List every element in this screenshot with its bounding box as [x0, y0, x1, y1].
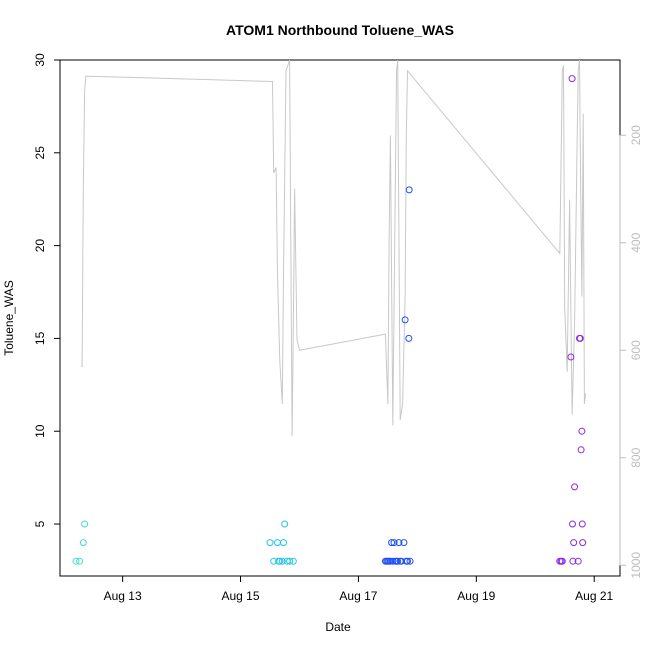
data-point [278, 557, 286, 565]
data-point [81, 520, 89, 528]
data-point [404, 557, 411, 565]
data-point [567, 353, 575, 361]
data-point [558, 557, 566, 565]
data-point [405, 186, 413, 194]
data-point [273, 539, 281, 547]
data-point [400, 539, 408, 547]
data-point [280, 539, 287, 547]
data-point [579, 539, 587, 547]
right-tick-label: 200 [629, 125, 643, 145]
data-point [395, 539, 403, 547]
plot-frame [59, 59, 621, 577]
y-tick-label: 10 [33, 424, 47, 438]
x-tick-label: Aug 13 [104, 589, 142, 603]
data-point [568, 75, 576, 83]
data-point [577, 446, 585, 454]
x-axis-label: Date [325, 620, 351, 634]
data-point [570, 539, 578, 547]
data-point [401, 316, 409, 324]
data-point [578, 427, 586, 435]
data-point [406, 557, 414, 565]
data-point [405, 334, 413, 342]
right-tick-label: 1000 [629, 552, 643, 579]
y-tick-label: 30 [33, 53, 47, 67]
data-point [569, 520, 576, 528]
y-tick-label: 20 [33, 239, 47, 253]
x-tick-label: Aug 15 [222, 589, 260, 603]
data-point [569, 557, 577, 565]
x-tick-label: Aug 19 [457, 589, 495, 603]
data-point [571, 483, 579, 491]
x-tick-label: Aug 21 [575, 589, 613, 603]
data-point [266, 539, 274, 547]
right-tick-label: 600 [629, 340, 643, 360]
data-point [79, 539, 87, 547]
right-tick-label: 800 [629, 447, 643, 467]
right-axis: 200 400 600 800 1000 [619, 125, 643, 579]
data-point [394, 557, 402, 565]
data-point [388, 539, 396, 547]
right-axis-series-line [80, 59, 587, 437]
y-axis: 5 10 15 20 25 30 [33, 53, 61, 527]
y-axis-label: Toluene_WAS [2, 280, 16, 356]
x-tick-label: Aug 17 [339, 589, 377, 603]
data-point [576, 334, 584, 342]
data-point [390, 539, 398, 547]
scatter-points [72, 75, 587, 565]
data-point [276, 557, 284, 565]
data-point [286, 557, 294, 565]
data-point [281, 520, 289, 528]
right-tick-label: 400 [629, 232, 643, 252]
plot-area [59, 59, 621, 577]
data-point [578, 520, 586, 528]
chart-title: ATOM1 Northbound Toluene_WAS [226, 22, 454, 38]
y-tick-label: 15 [33, 331, 47, 345]
data-point [574, 557, 582, 565]
data-point [72, 557, 80, 565]
data-point [389, 557, 397, 565]
x-axis: Aug 13 Aug 15 Aug 17 Aug 19 Aug 21 [104, 575, 614, 603]
y-tick-label: 5 [33, 520, 47, 527]
data-point [76, 557, 84, 565]
y-tick-label: 25 [33, 146, 47, 160]
data-point [289, 557, 297, 565]
